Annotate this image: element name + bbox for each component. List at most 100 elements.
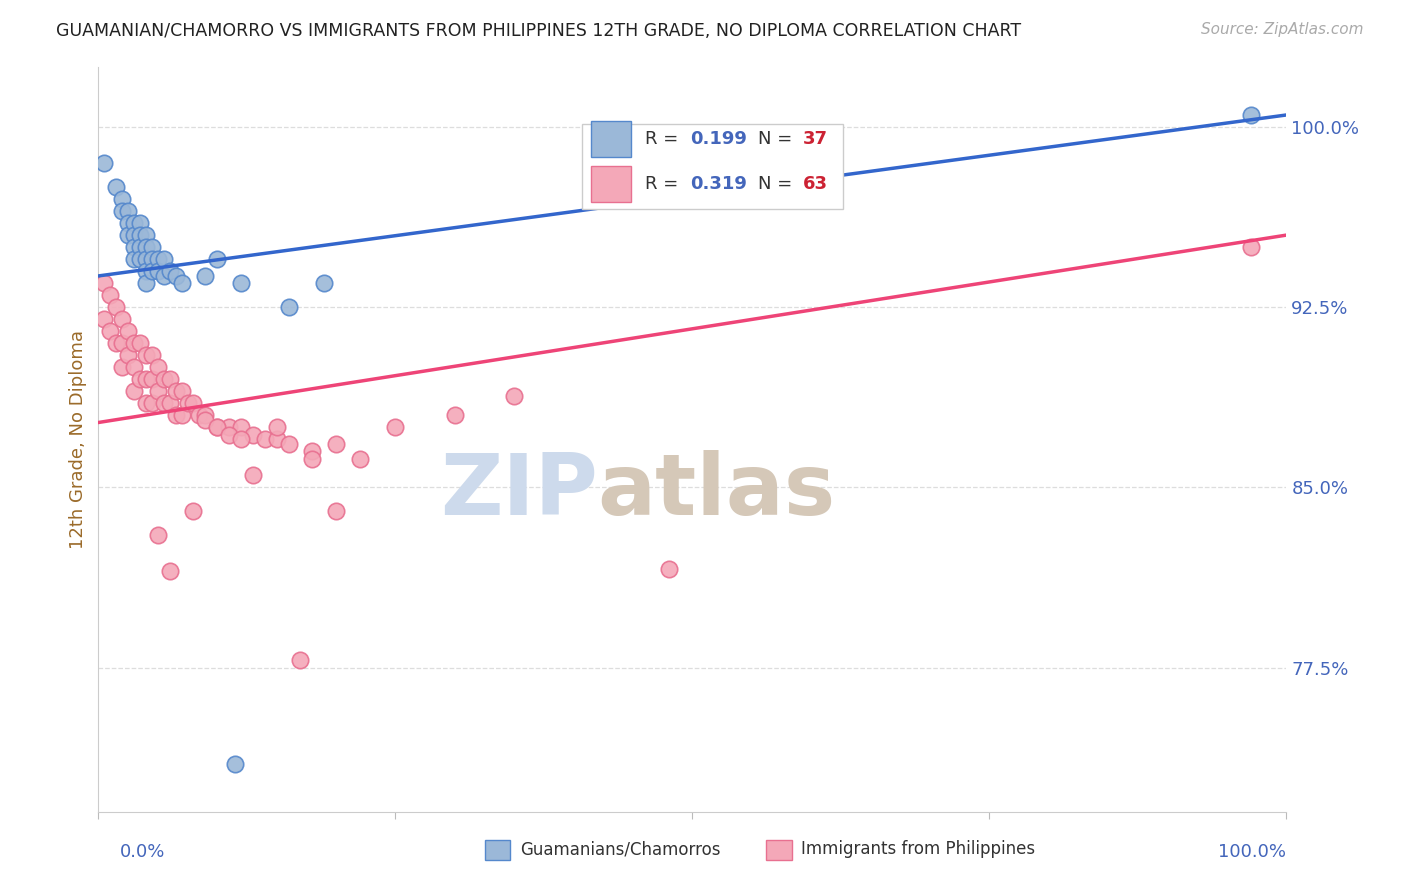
- Point: [141, 372, 163, 386]
- Point: [93, 312, 115, 326]
- Point: [135, 348, 157, 362]
- Point: [122, 228, 145, 243]
- Point: [229, 420, 252, 434]
- Point: [122, 252, 145, 266]
- Y-axis label: 12th Grade, No Diploma: 12th Grade, No Diploma: [69, 330, 87, 549]
- Point: [135, 396, 157, 410]
- Point: [129, 372, 152, 386]
- Point: [207, 420, 229, 434]
- Point: [105, 180, 128, 194]
- Point: [314, 276, 336, 290]
- Point: [111, 204, 134, 219]
- Point: [146, 360, 169, 375]
- Point: [325, 437, 347, 451]
- Point: [207, 252, 229, 266]
- Point: [152, 372, 174, 386]
- Point: [152, 268, 174, 283]
- Point: [135, 276, 157, 290]
- Point: [194, 413, 217, 427]
- Point: [122, 360, 145, 375]
- Text: ZIP: ZIP: [440, 450, 598, 533]
- Point: [141, 348, 163, 362]
- Point: [129, 252, 152, 266]
- Point: [1240, 108, 1263, 122]
- Point: [229, 432, 252, 446]
- Point: [122, 384, 145, 399]
- Point: [349, 451, 371, 466]
- Point: [117, 348, 139, 362]
- Point: [242, 427, 264, 442]
- Point: [141, 264, 163, 278]
- Point: [658, 562, 681, 576]
- Point: [176, 396, 198, 410]
- Point: [165, 409, 187, 423]
- Point: [146, 264, 169, 278]
- Text: N =: N =: [758, 130, 797, 148]
- FancyBboxPatch shape: [592, 166, 631, 202]
- Point: [146, 252, 169, 266]
- Text: GUAMANIAN/CHAMORRO VS IMMIGRANTS FROM PHILIPPINES 12TH GRADE, NO DIPLOMA CORRELA: GUAMANIAN/CHAMORRO VS IMMIGRANTS FROM PH…: [56, 22, 1021, 40]
- Point: [152, 252, 174, 266]
- Point: [135, 264, 157, 278]
- Point: [229, 276, 252, 290]
- Point: [503, 389, 526, 403]
- Point: [224, 756, 246, 771]
- Point: [105, 336, 128, 351]
- Point: [266, 432, 288, 446]
- Point: [117, 324, 139, 338]
- Point: [141, 396, 163, 410]
- Text: atlas: atlas: [598, 450, 835, 533]
- Point: [93, 156, 115, 170]
- Point: [183, 504, 205, 518]
- Point: [165, 384, 187, 399]
- Point: [111, 336, 134, 351]
- Point: [135, 228, 157, 243]
- Text: 0.199: 0.199: [690, 130, 747, 148]
- Point: [188, 409, 211, 423]
- Point: [266, 420, 288, 434]
- Point: [98, 288, 121, 302]
- Point: [384, 420, 406, 434]
- Point: [105, 300, 128, 314]
- Text: 63: 63: [803, 175, 828, 193]
- Point: [183, 396, 205, 410]
- Point: [242, 468, 264, 483]
- Text: R =: R =: [645, 175, 683, 193]
- Text: 37: 37: [803, 130, 828, 148]
- Point: [135, 240, 157, 254]
- Text: N =: N =: [758, 175, 797, 193]
- Point: [165, 268, 187, 283]
- Text: 0.0%: 0.0%: [120, 843, 165, 861]
- Point: [218, 427, 240, 442]
- Point: [194, 268, 217, 283]
- Point: [117, 228, 139, 243]
- FancyBboxPatch shape: [582, 123, 844, 209]
- Point: [325, 504, 347, 518]
- Point: [301, 444, 323, 458]
- Point: [135, 252, 157, 266]
- Text: Source: ZipAtlas.com: Source: ZipAtlas.com: [1201, 22, 1364, 37]
- Point: [444, 409, 467, 423]
- Point: [122, 240, 145, 254]
- Text: Guamanians/Chamorros: Guamanians/Chamorros: [520, 840, 721, 858]
- Point: [141, 252, 163, 266]
- Point: [277, 300, 299, 314]
- Point: [93, 276, 115, 290]
- Point: [122, 336, 145, 351]
- Point: [129, 228, 152, 243]
- Text: R =: R =: [645, 130, 683, 148]
- Point: [290, 653, 312, 667]
- Point: [146, 384, 169, 399]
- FancyBboxPatch shape: [592, 121, 631, 157]
- Text: 0.319: 0.319: [690, 175, 747, 193]
- Point: [1240, 240, 1263, 254]
- Point: [194, 409, 217, 423]
- Text: Immigrants from Philippines: Immigrants from Philippines: [801, 840, 1036, 858]
- Point: [218, 420, 240, 434]
- Point: [159, 565, 181, 579]
- Point: [159, 396, 181, 410]
- Point: [111, 312, 134, 326]
- Point: [111, 192, 134, 206]
- Point: [122, 216, 145, 230]
- Point: [152, 396, 174, 410]
